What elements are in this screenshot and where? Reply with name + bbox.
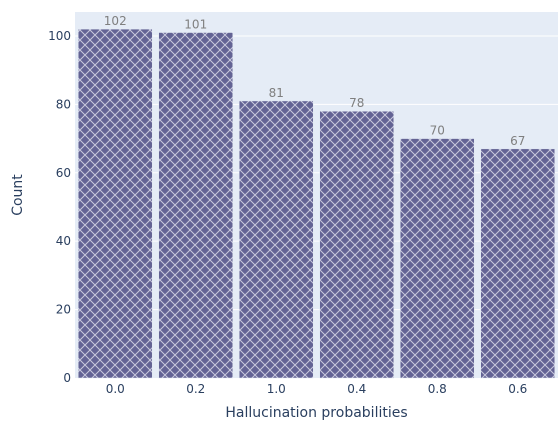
y-tick-labels: 0 20 40 60 80 100 bbox=[48, 29, 71, 385]
x-tick-label: 0.8 bbox=[428, 382, 447, 396]
bar-pattern bbox=[480, 148, 556, 379]
data-label: 70 bbox=[430, 124, 445, 138]
x-tick-label: 0.4 bbox=[347, 382, 366, 396]
bar-pattern bbox=[158, 32, 234, 379]
x-tick-label: 0.6 bbox=[508, 382, 527, 396]
y-tick-label: 80 bbox=[56, 97, 71, 111]
y-tick-label: 60 bbox=[56, 166, 71, 180]
data-label: 78 bbox=[349, 96, 364, 110]
plot-background bbox=[75, 12, 558, 378]
bars bbox=[77, 28, 556, 379]
gridlines bbox=[75, 35, 558, 311]
bar-pattern bbox=[77, 28, 153, 379]
y-tick-label: 100 bbox=[48, 29, 71, 43]
x-tick-labels: 0.0 0.2 1.0 0.4 0.8 0.6 bbox=[106, 382, 528, 396]
bar-pattern bbox=[238, 100, 314, 379]
bar-pattern bbox=[399, 138, 475, 379]
x-axis-title: Hallucination probabilities bbox=[225, 405, 407, 421]
x-tick-label: 0.2 bbox=[186, 382, 205, 396]
bar-pattern bbox=[319, 110, 395, 379]
data-label: 81 bbox=[269, 86, 284, 100]
y-tick-label: 0 bbox=[63, 371, 71, 385]
y-tick-label: 40 bbox=[56, 234, 71, 248]
x-tick-label: 0.0 bbox=[106, 382, 125, 396]
data-labels: 102 101 81 78 70 67 bbox=[104, 14, 526, 148]
data-label: 67 bbox=[510, 134, 525, 148]
x-tick-label: 1.0 bbox=[267, 382, 286, 396]
data-label: 102 bbox=[104, 14, 127, 28]
y-tick-label: 20 bbox=[56, 303, 71, 317]
data-label: 101 bbox=[184, 18, 207, 32]
y-axis-title: Count bbox=[10, 174, 26, 216]
